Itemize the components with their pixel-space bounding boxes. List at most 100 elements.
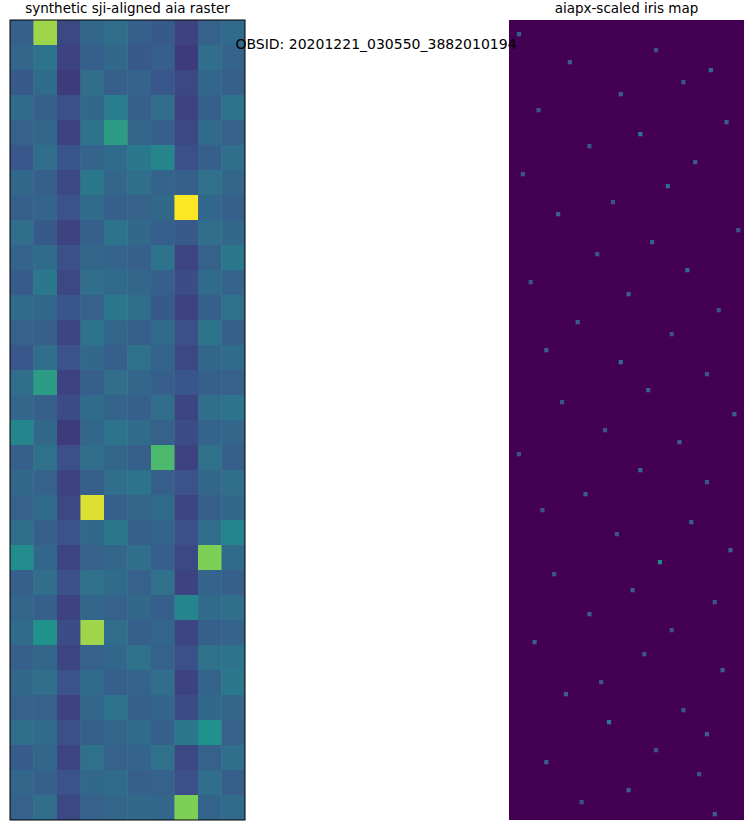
cell [198, 545, 222, 570]
cell [128, 495, 152, 520]
cell [151, 45, 175, 70]
cell [198, 745, 222, 770]
cell [151, 195, 175, 220]
panel-title: synthetic sji-aligned aia raster [25, 0, 230, 16]
cell [736, 228, 740, 232]
cell [10, 395, 34, 420]
cell [34, 220, 58, 245]
cell [544, 760, 548, 764]
cell [57, 420, 81, 445]
cell [57, 545, 81, 570]
cell [151, 795, 175, 820]
background-cell [509, 20, 744, 820]
cell [34, 195, 58, 220]
cell [222, 670, 246, 695]
cell [222, 345, 246, 370]
cell [57, 445, 81, 470]
cell [198, 245, 222, 270]
cell [151, 420, 175, 445]
cell [222, 495, 246, 520]
cell [151, 695, 175, 720]
cell [10, 45, 34, 70]
cell [34, 145, 58, 170]
cell [697, 772, 701, 776]
cell [544, 348, 548, 352]
cell [222, 395, 246, 420]
cell [81, 620, 105, 645]
cell [175, 420, 199, 445]
cell [151, 395, 175, 420]
cell [151, 595, 175, 620]
cell [198, 70, 222, 95]
cell [128, 795, 152, 820]
cell [222, 245, 246, 270]
cell [151, 170, 175, 195]
cell [104, 170, 128, 195]
cell [10, 295, 34, 320]
cell [34, 395, 58, 420]
cell [536, 108, 540, 112]
cell [198, 320, 222, 345]
cell [521, 172, 525, 176]
cell [104, 295, 128, 320]
cell [104, 20, 128, 45]
cell [104, 720, 128, 745]
cell [222, 545, 246, 570]
cell [10, 120, 34, 145]
heatmap [10, 20, 245, 820]
cell [34, 645, 58, 670]
cell [705, 480, 709, 484]
frame [10, 20, 245, 820]
cell [198, 295, 222, 320]
cell [128, 170, 152, 195]
cell [128, 545, 152, 570]
cell [34, 95, 58, 120]
cell [175, 520, 199, 545]
cell [10, 720, 34, 745]
cell [151, 445, 175, 470]
cell [128, 70, 152, 95]
cell [57, 720, 81, 745]
cell [198, 270, 222, 295]
cell [175, 745, 199, 770]
cell [104, 220, 128, 245]
cell [151, 770, 175, 795]
cell [175, 545, 199, 570]
cell [151, 670, 175, 695]
cell [175, 720, 199, 745]
cell [10, 220, 34, 245]
cell [198, 695, 222, 720]
cell [198, 120, 222, 145]
cell [198, 670, 222, 695]
cell [10, 320, 34, 345]
cell [728, 548, 732, 552]
cell [630, 588, 634, 592]
cell [128, 95, 152, 120]
cell [81, 370, 105, 395]
cell [104, 370, 128, 395]
cell [57, 470, 81, 495]
cell [34, 170, 58, 195]
cell [128, 720, 152, 745]
cell [599, 680, 603, 684]
cell [175, 695, 199, 720]
cell [34, 120, 58, 145]
cell [10, 20, 34, 45]
cell [681, 80, 685, 84]
cell [175, 145, 199, 170]
cell [693, 160, 697, 164]
cell [57, 370, 81, 395]
cell [81, 670, 105, 695]
cell [603, 428, 607, 432]
cell [104, 520, 128, 545]
cell [198, 220, 222, 245]
cell [681, 708, 685, 712]
cell [10, 195, 34, 220]
cell [81, 20, 105, 45]
cell [128, 20, 152, 45]
cell [175, 345, 199, 370]
cell [34, 595, 58, 620]
cell [151, 20, 175, 45]
cell [198, 145, 222, 170]
cell [175, 295, 199, 320]
